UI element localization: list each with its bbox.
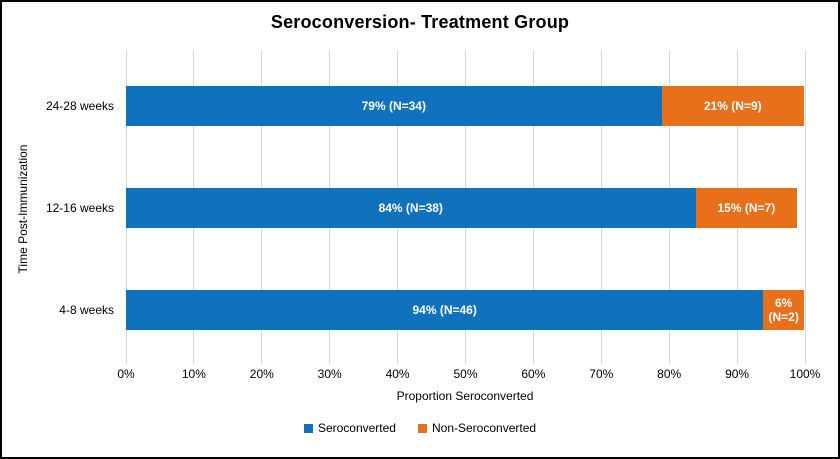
bar-segment-seroconverted: 94% (N=46) — [126, 290, 764, 330]
bar-segment-non-seroconverted: 15% (N=7) — [695, 188, 798, 228]
legend-item-seroconverted: Seroconverted — [303, 421, 396, 435]
bar-value-label: 6% (N=2) — [768, 296, 799, 324]
y-axis-labels: 24-28 weeks 12-16 weeks 4-8 weeks — [2, 55, 114, 361]
bar-value-label: 21% (N=9) — [703, 99, 762, 113]
x-tick-label: 50% — [453, 367, 478, 381]
x-tick-label: 80% — [657, 367, 682, 381]
bar-value-label: 84% (N=38) — [378, 201, 443, 215]
x-tick-label: 100% — [789, 367, 821, 381]
bar-value-label: 15% (N=7) — [717, 201, 776, 215]
legend-swatch-icon — [417, 423, 427, 433]
legend-item-non-seroconverted: Non-Seroconverted — [417, 421, 537, 435]
bar-segment-seroconverted: 84% (N=38) — [126, 188, 696, 228]
legend-label: Seroconverted — [317, 421, 396, 435]
bar-value-label: 94% (N=46) — [412, 303, 477, 317]
x-tick-label: 10% — [181, 367, 206, 381]
legend-swatch-icon — [303, 423, 313, 433]
chart-title: Seroconversion- Treatment Group — [270, 12, 570, 32]
gridline — [804, 50, 806, 364]
y-tick-label: 24-28 weeks — [45, 99, 114, 113]
legend: Seroconverted Non-Seroconverted — [2, 421, 838, 435]
x-tick-label: 90% — [725, 367, 750, 381]
x-axis-title: Proportion Seroconverted — [396, 389, 534, 403]
bar-row-12-16-weeks: 84% (N=38) 15% (N=7) — [126, 188, 804, 228]
bar-segment-seroconverted: 79% (N=34) — [126, 86, 662, 126]
y-tick-label: 12-16 weeks — [45, 201, 114, 215]
legend-label: Non-Seroconverted — [431, 421, 537, 435]
bar-segment-non-seroconverted: 6% (N=2) — [763, 290, 804, 330]
bars-layer: 79% (N=34) 21% (N=9) 84% (N=38) 15% (N=7) 94… — [126, 55, 804, 361]
bar-value-label: 79% (N=34) — [361, 99, 426, 113]
x-tick-label: 40% — [385, 367, 410, 381]
x-tick-label: 0% — [117, 367, 135, 381]
x-tick-label: 30% — [317, 367, 342, 381]
x-axis-ticks: 0% 10% 20% 30% 40% 50% 60% 70% 80% 90% 100% — [117, 367, 820, 382]
x-tick-label: 60% — [521, 367, 546, 381]
bar-row-4-8-weeks: 94% (N=46) 6% (N=2) — [126, 290, 804, 330]
x-tick-label: 20% — [249, 367, 274, 381]
bar-row-24-28-weeks: 79% (N=34) 21% (N=9) — [126, 86, 804, 126]
x-tick-label: 70% — [589, 367, 614, 381]
bar-segment-non-seroconverted: 21% (N=9) — [661, 86, 804, 126]
y-tick-label: 4-8 weeks — [59, 303, 114, 317]
